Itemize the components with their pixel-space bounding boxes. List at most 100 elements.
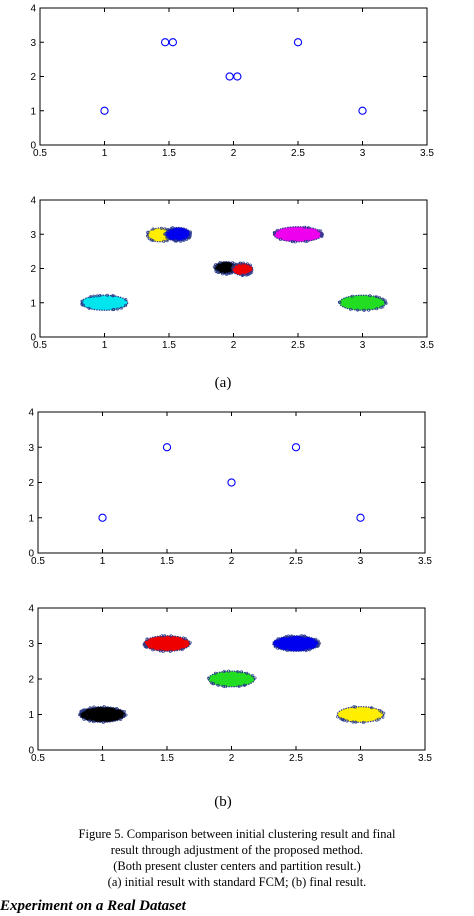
cluster-edge-point (168, 649, 172, 653)
center-marker (356, 513, 365, 522)
cluster-edge-point (230, 271, 234, 275)
cluster-edge-point (182, 239, 186, 243)
cluster-blob (78, 706, 127, 723)
y-tick-label: 2 (30, 264, 36, 275)
cluster-blob (272, 635, 320, 652)
cluster-edge-point (290, 634, 294, 638)
cluster-edge-point (302, 634, 306, 638)
cluster-edge-point (338, 300, 342, 304)
cluster-edge-point (368, 294, 372, 298)
cluster-edge-point (163, 227, 167, 231)
x-tick-label: 1.5 (160, 753, 174, 764)
cluster-edge-point (353, 705, 357, 709)
cluster-edge-point (276, 637, 280, 641)
cluster-edge-point (160, 226, 164, 230)
cluster-edge-point (369, 706, 373, 710)
cluster-edge-point (383, 298, 387, 302)
x-tick-label: 3 (360, 148, 366, 159)
cluster-edge-point (88, 719, 92, 723)
cluster-edge-point (377, 717, 381, 721)
cluster-edge-point (361, 720, 365, 724)
cluster-edge-point (162, 239, 166, 243)
cluster-edge-point (336, 715, 340, 719)
cluster-edge-point (111, 294, 115, 298)
cluster-edge-point (380, 710, 384, 714)
center-marker (98, 513, 107, 522)
cluster-edge-point (166, 228, 170, 232)
cluster-edge-point (227, 669, 231, 673)
cluster-7 (337, 294, 388, 312)
y-tick-label: 1 (28, 710, 34, 721)
cluster-edge-point (146, 231, 150, 235)
cluster-edge-point (231, 264, 235, 268)
cluster-edge-point (248, 271, 252, 275)
cluster-edge-point (179, 239, 183, 243)
y-tick-label: 2 (28, 478, 34, 489)
cluster-edge-point (381, 305, 385, 309)
plot-frame (37, 411, 426, 554)
cluster-edge-point (216, 683, 220, 687)
cluster-edge-point (307, 648, 311, 652)
cluster-edge-point (317, 229, 321, 233)
cluster-edge-point (278, 237, 282, 241)
cluster-edge-point (224, 685, 228, 689)
cluster-edge-point (214, 263, 218, 267)
x-tick-label: 0.5 (31, 753, 45, 764)
cluster-edge-point (304, 649, 308, 653)
caption-line-2: result through adjustment of the propose… (110, 843, 364, 857)
cluster-edge-point (92, 294, 96, 298)
label-b: (b) (214, 794, 232, 810)
cluster-edge-point (374, 295, 378, 299)
cluster-edge-point (82, 708, 86, 712)
x-tick-label: 2.5 (289, 753, 303, 764)
cluster-edge-point (111, 308, 115, 312)
cluster-edge-point (151, 648, 155, 652)
x-tick-label: 3.5 (420, 148, 434, 159)
cluster-edge-point (222, 669, 226, 673)
caption-line-1: Figure 5. Comparison between initial clu… (78, 827, 396, 841)
cluster-edge-point (169, 226, 173, 230)
cluster-3 (207, 669, 257, 689)
cluster-edge-point (345, 719, 349, 723)
cluster-edge-point (115, 707, 119, 711)
center-marker (358, 106, 367, 115)
cluster-edge-point (218, 261, 222, 265)
center-marker (293, 38, 303, 47)
cluster-1 (80, 293, 129, 312)
cluster-edge-point (314, 637, 318, 641)
center-marker (233, 72, 242, 81)
x-tick-label: 2 (231, 340, 237, 351)
cluster-edge-point (362, 308, 366, 312)
cluster-edge-point (143, 644, 147, 648)
cluster-edge-point (98, 293, 102, 297)
cluster-edge-point (221, 272, 225, 276)
x-tick-label: 3 (358, 753, 364, 764)
x-tick-label: 0.5 (33, 148, 47, 159)
cluster-edge-point (88, 706, 92, 710)
cluster-edge-point (80, 299, 84, 303)
caption-line-4: (a) initial result with standard FCM; (b… (107, 875, 367, 889)
cluster-blob (338, 294, 387, 311)
cluster-edge-point (276, 646, 280, 650)
y-tick-label: 1 (30, 106, 36, 117)
cluster-edge-point (105, 293, 109, 297)
cluster-edge-point (243, 683, 247, 687)
cluster-edge-point (89, 295, 93, 299)
y-tick-label: 4 (28, 408, 34, 419)
x-tick-label: 3.5 (418, 556, 432, 567)
cluster-edge-point (356, 308, 360, 312)
y-tick-label: 0 (30, 141, 36, 152)
cluster-edge-point (92, 705, 96, 709)
cluster-edge-point (174, 239, 178, 243)
caption-line-3: (Both present cluster centers and partit… (113, 859, 361, 873)
cluster-edge-point (119, 717, 123, 721)
cluster-4 (272, 634, 321, 653)
cluster-edge-point (214, 269, 218, 273)
cluster-edge-point (124, 298, 128, 302)
cluster-edge-point (149, 238, 153, 242)
y-tick-label: 3 (30, 230, 36, 241)
cluster-edge-point (352, 705, 356, 709)
panel-a-partition: 0.5 1 1.5 2 2.5 3 3.5 0 1 2 3 4 (30, 196, 434, 352)
cluster-edge-point (306, 226, 310, 230)
